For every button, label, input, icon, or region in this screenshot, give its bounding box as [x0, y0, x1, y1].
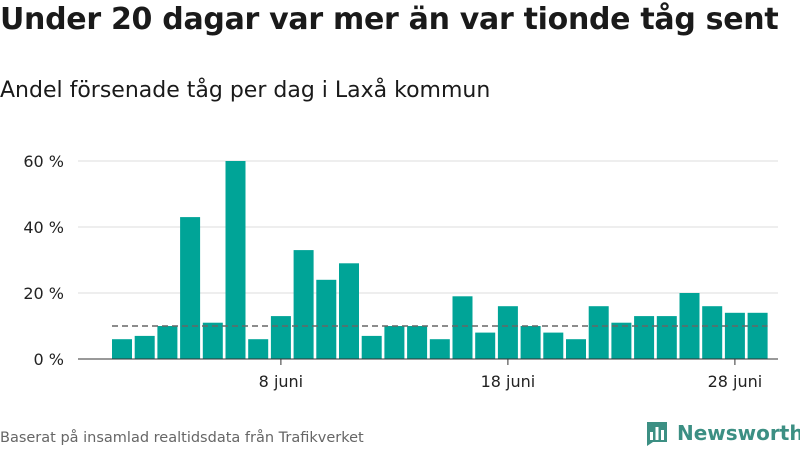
bar: [270, 316, 291, 359]
y-tick-label: 0 %: [34, 350, 64, 369]
brand-name: Newsworthy: [677, 421, 800, 445]
bar: [316, 279, 337, 359]
x-tick-label: 28 juni: [708, 372, 763, 391]
bar: [339, 263, 359, 359]
bar: [566, 339, 586, 359]
bar: [202, 322, 223, 359]
y-tick-label: 20 %: [23, 284, 64, 303]
bar: [611, 322, 632, 359]
source-note: Baserat på insamlad realtidsdata från Tr…: [0, 430, 364, 446]
bar: [384, 326, 405, 359]
y-tick-label: 60 %: [23, 152, 64, 171]
bar: [520, 326, 541, 359]
chart-title: Under 20 dagar var mer än var tionde tåg…: [0, 2, 779, 37]
bar: [656, 316, 677, 359]
bar: [248, 339, 269, 359]
y-tick-label: 40 %: [23, 218, 64, 237]
bar: [452, 296, 473, 359]
bar: [180, 217, 201, 359]
bar: [588, 306, 609, 359]
bar: [475, 332, 496, 359]
bar: [225, 161, 246, 359]
bar: [543, 332, 564, 359]
x-tick-label: 18 juni: [481, 372, 536, 391]
bar: [429, 339, 450, 359]
bar: [157, 326, 178, 359]
bar: [634, 316, 655, 359]
bar: [724, 312, 745, 359]
x-tick-label: 8 juni: [259, 372, 303, 391]
bar: [112, 339, 132, 359]
bar: [407, 326, 428, 359]
bar: [702, 306, 723, 359]
bar: [361, 335, 382, 359]
bar: [679, 293, 700, 359]
bar: [497, 306, 518, 359]
bar: [293, 250, 314, 359]
bar: [747, 312, 768, 359]
brand-logo[interactable]: Newsworthy: [645, 420, 800, 446]
bar: [134, 335, 155, 359]
chart-subtitle: Andel försenade tåg per dag i Laxå kommu…: [0, 78, 491, 103]
bar-chart-logo-icon: [647, 422, 667, 446]
